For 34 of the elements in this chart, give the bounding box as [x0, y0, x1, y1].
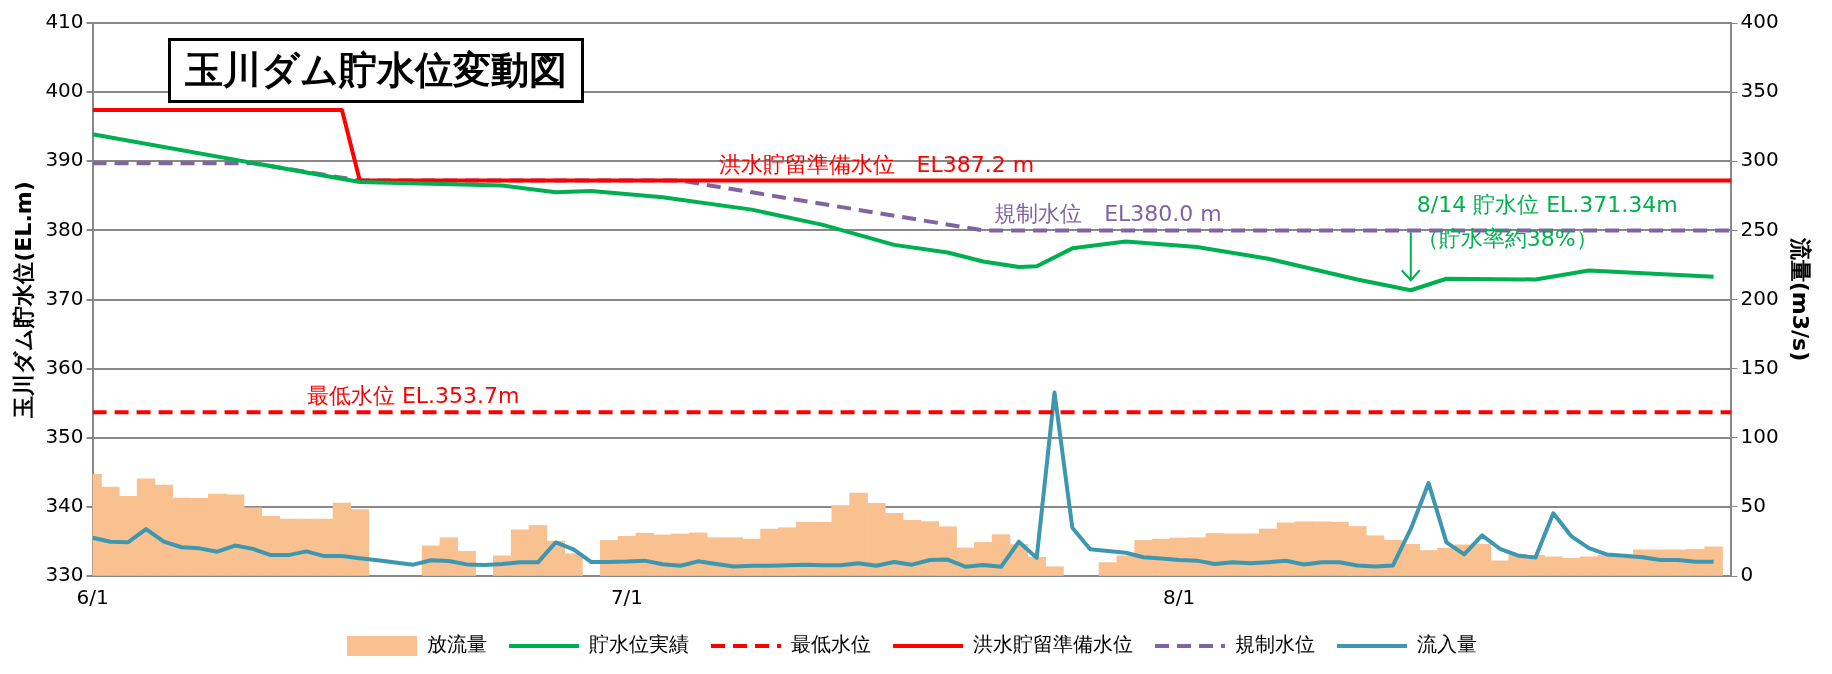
annotation: 最低水位 EL.353.7m	[306, 383, 520, 409]
legend-label: 洪水貯留準備水位	[973, 632, 1133, 657]
annotation: 洪水貯留準備水位 EL387.2 m	[718, 151, 1035, 177]
legend-label: 流入量	[1417, 632, 1477, 657]
annotation: 8/14 貯水位 EL.371.34m （貯水率約38%）	[1416, 192, 1678, 252]
legend-label: 放流量	[427, 632, 487, 657]
y2-tick-label: 100	[1740, 423, 1779, 448]
y2-tick-label: 350	[1740, 78, 1779, 103]
x-tick-label: 6/1	[76, 585, 109, 610]
y-tick-label: 390	[45, 147, 84, 172]
x-tick-label: 7/1	[610, 585, 644, 610]
y2-tick-label: 200	[1740, 285, 1779, 310]
legend-label: 最低水位	[791, 632, 871, 657]
annotation: 規制水位 EL380.0 m	[994, 201, 1222, 227]
y-tick-label: 370	[45, 285, 84, 310]
y-tick-label: 340	[45, 493, 84, 518]
text: 玉川ダム貯水位変動図	[168, 38, 584, 103]
y-tick-label: 360	[45, 354, 84, 379]
x-tick-label: 8/1	[1163, 585, 1196, 610]
y-tick-label: 350	[45, 423, 84, 448]
y2-tick-label: 250	[1740, 216, 1779, 241]
y2-axis-title: 流量(m3/s)	[1788, 236, 1814, 362]
y2-tick-label: 150	[1740, 354, 1779, 379]
y2-tick-label: 0	[1740, 562, 1754, 587]
legend-label: 貯水位実績	[589, 632, 689, 657]
y-tick-label: 410	[45, 9, 84, 34]
y2-tick-label: 300	[1740, 147, 1779, 172]
y2-tick-label: 50	[1740, 493, 1766, 518]
y-axis-title: 玉川ダム貯水位(EL.m)	[10, 181, 36, 419]
y-tick-label: 330	[45, 562, 84, 587]
y2-tick-label: 400	[1740, 9, 1779, 34]
y-tick-label: 400	[45, 78, 84, 103]
y-tick-label: 380	[45, 216, 84, 241]
legend-label: 規制水位	[1235, 632, 1315, 657]
